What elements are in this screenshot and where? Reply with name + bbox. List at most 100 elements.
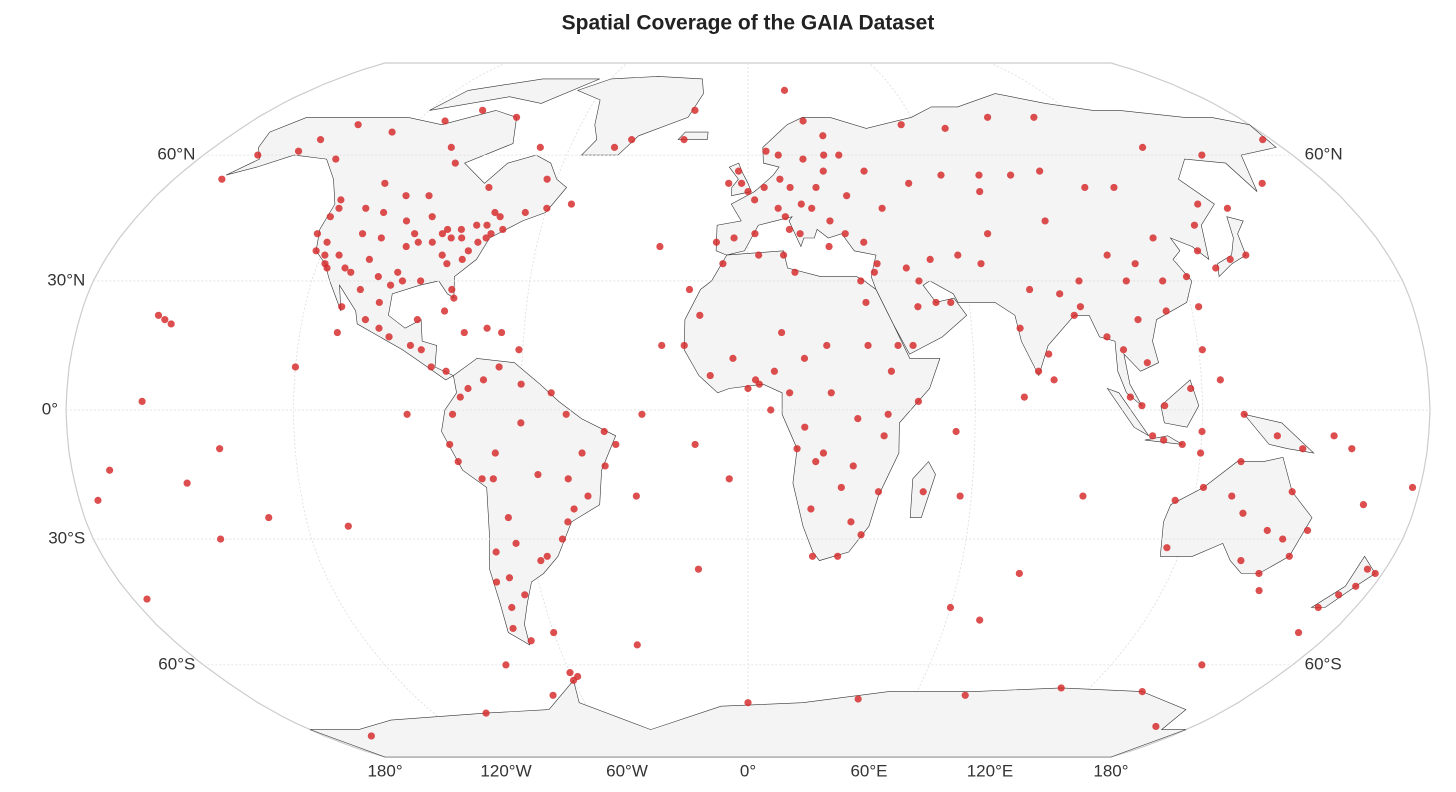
data-point — [825, 242, 833, 251]
data-point — [1259, 136, 1267, 144]
data-point — [915, 277, 923, 285]
data-point — [796, 230, 804, 238]
data-point — [854, 695, 862, 703]
data-point — [495, 363, 503, 371]
data-point — [1240, 410, 1248, 418]
data-point — [854, 415, 862, 423]
data-point — [1178, 440, 1186, 449]
data-point — [1119, 346, 1128, 354]
data-point — [543, 175, 551, 183]
data-point — [1335, 591, 1343, 599]
data-point — [509, 624, 517, 633]
data-point — [338, 303, 346, 311]
data-point — [527, 637, 535, 645]
data-point — [797, 200, 805, 208]
data-point — [926, 255, 934, 264]
data-point — [976, 616, 984, 624]
data-point — [375, 298, 383, 307]
data-point — [835, 151, 843, 159]
data-point — [961, 691, 969, 699]
data-point — [812, 458, 820, 466]
data-point — [1034, 367, 1043, 375]
data-point — [914, 303, 922, 311]
data-point — [656, 242, 664, 251]
data-point — [464, 384, 472, 393]
data-point — [729, 354, 737, 362]
data-point — [841, 230, 849, 238]
data-point — [474, 238, 482, 246]
data-point — [1134, 316, 1142, 324]
data-point — [779, 251, 788, 259]
data-point — [1050, 376, 1058, 384]
data-point — [312, 247, 320, 255]
lon-label: 120°W — [480, 761, 531, 780]
data-point — [1237, 458, 1245, 466]
data-point — [94, 496, 102, 504]
data-point — [1198, 427, 1206, 436]
data-point — [478, 475, 486, 483]
data-point — [443, 260, 451, 268]
data-point — [1212, 264, 1220, 272]
data-point — [857, 277, 865, 285]
data-point — [562, 410, 570, 418]
data-point — [744, 384, 752, 393]
data-point — [428, 213, 436, 221]
data-point — [1161, 402, 1169, 410]
data-point — [1070, 311, 1078, 319]
data-point — [1255, 569, 1263, 578]
lat-label: 0° — [42, 399, 58, 418]
points — [94, 86, 1417, 740]
data-point — [696, 311, 704, 319]
data-point — [1025, 285, 1034, 294]
data-point — [777, 328, 786, 337]
data-point — [417, 277, 425, 285]
data-point — [1348, 445, 1356, 453]
data-point — [341, 264, 349, 272]
data-point — [1194, 200, 1202, 208]
data-point — [1057, 684, 1065, 692]
lon-label: 60°E — [850, 761, 887, 780]
lat-label: 60°N — [157, 145, 195, 164]
data-point — [504, 513, 512, 522]
data-point — [388, 128, 396, 136]
data-point — [138, 397, 146, 405]
data-point — [1288, 488, 1296, 496]
lat-label: 30°S — [48, 529, 85, 548]
data-point — [730, 234, 738, 242]
data-point — [1314, 603, 1322, 612]
data-point — [1148, 432, 1157, 440]
data-point — [767, 406, 775, 414]
data-point — [1045, 350, 1053, 358]
data-point — [1242, 251, 1250, 259]
basemap — [65, 62, 1431, 758]
data-point — [1076, 303, 1085, 311]
data-point — [403, 410, 411, 418]
data-point — [628, 136, 636, 144]
data-point — [1195, 303, 1203, 311]
data-point — [834, 552, 842, 560]
data-point — [333, 328, 341, 337]
data-point — [1143, 359, 1151, 367]
data-point — [776, 175, 784, 183]
data-point — [1285, 552, 1293, 560]
data-point — [578, 449, 586, 457]
data-point — [1330, 432, 1338, 440]
data-point — [218, 175, 226, 183]
data-point — [567, 200, 576, 208]
data-point — [491, 449, 499, 457]
data-point — [1081, 183, 1089, 192]
data-point — [1103, 333, 1111, 341]
data-point — [610, 143, 619, 151]
data-point — [737, 179, 746, 187]
data-point — [1279, 535, 1287, 543]
landmass — [1159, 456, 1313, 574]
data-point — [482, 234, 490, 242]
data-point — [976, 187, 984, 196]
data-point — [781, 213, 789, 221]
data-point — [954, 251, 962, 259]
data-point — [492, 578, 501, 586]
data-point — [983, 113, 992, 121]
data-point — [800, 354, 809, 362]
landmass — [309, 679, 1187, 758]
lon-label: 180° — [367, 761, 402, 780]
